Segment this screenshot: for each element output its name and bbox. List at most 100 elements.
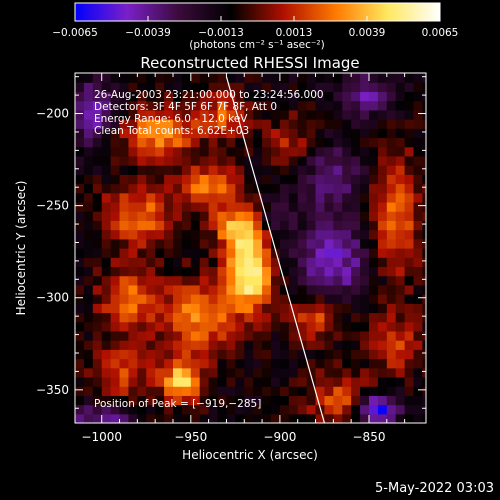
heatmap-cell: [110, 386, 121, 396]
heatmap-cell: [297, 82, 308, 93]
heatmap-cell: [413, 275, 424, 286]
heatmap-cell: [306, 91, 317, 102]
heatmap-cell: [75, 413, 85, 423]
heatmap-cell: [253, 275, 263, 286]
heatmap-cell: [297, 201, 308, 212]
heatmap-cell: [146, 220, 156, 231]
heatmap-cell: [110, 275, 121, 286]
heatmap-cell: [368, 192, 379, 203]
heatmap-cell: [422, 367, 426, 378]
heatmap-cell: [110, 330, 121, 341]
heatmap-cell: [208, 220, 219, 231]
heatmap-cell: [190, 174, 201, 185]
heatmap-cell: [172, 294, 183, 304]
heatmap-cell: [101, 192, 112, 203]
heatmap-cell: [377, 119, 388, 129]
heatmap-cell: [404, 137, 415, 148]
heatmap-cell: [315, 330, 326, 341]
heatmap-cell: [83, 266, 94, 277]
heatmap-cell: [395, 201, 406, 212]
heatmap-cell: [235, 229, 245, 240]
heatmap-cell: [75, 275, 85, 286]
heatmap-cell: [172, 201, 183, 212]
heatmap-cell: [351, 284, 361, 295]
heatmap-cell: [92, 413, 103, 423]
heatmap-cell: [270, 146, 281, 157]
heatmap-cell: [146, 321, 156, 332]
heatmap-cell: [155, 73, 165, 83]
heatmap-cell: [288, 303, 299, 314]
heatmap-cell: [128, 128, 138, 139]
heatmap-cell: [128, 303, 138, 314]
heatmap-cell: [226, 119, 236, 129]
heatmap-cell: [199, 386, 210, 396]
heatmap-cell: [110, 183, 121, 194]
heatmap-cell: [208, 284, 219, 295]
heatmap-cell: [377, 201, 388, 212]
heatmap-cell: [190, 220, 201, 231]
heatmap-cell: [279, 340, 290, 350]
heatmap-cell: [270, 192, 281, 203]
heatmap-cell: [324, 128, 334, 139]
heatmap-cell: [101, 211, 112, 221]
heatmap-cell: [181, 312, 192, 323]
heatmap-cell: [226, 321, 236, 332]
heatmap-cell: [288, 192, 299, 203]
heatmap-cell: [351, 183, 361, 194]
heatmap-cell: [351, 376, 361, 387]
heatmap-cell: [404, 82, 415, 93]
heatmap-cell: [119, 165, 130, 175]
heatmap-cell: [217, 128, 228, 139]
heatmap-cell: [83, 248, 94, 258]
heatmap-cell: [226, 376, 236, 387]
heatmap-cell: [386, 146, 397, 157]
heatmap-cell: [279, 248, 290, 258]
heatmap-cell: [110, 155, 121, 166]
heatmap-cell: [75, 404, 85, 415]
heatmap-cell: [208, 404, 219, 415]
heatmap-cell: [262, 395, 272, 406]
annotation-detectors: Detectors: 3F 4F 5F 6F 7F 8F, Att 0: [94, 101, 277, 113]
heatmap-cell: [146, 192, 156, 203]
heatmap-cell: [235, 257, 245, 268]
heatmap-cell: [217, 82, 228, 93]
heatmap-cell: [226, 82, 236, 93]
heatmap-cell: [395, 257, 406, 268]
heatmap-cell: [360, 109, 370, 120]
heatmap-cell: [279, 137, 290, 148]
heatmap-cell: [360, 358, 370, 369]
heatmap-cell: [413, 183, 424, 194]
heatmap-cell: [342, 404, 352, 415]
heatmap-cell: [368, 358, 379, 369]
heatmap-cell: [422, 192, 426, 203]
heatmap-cell: [226, 266, 236, 277]
heatmap-cell: [164, 192, 174, 203]
heatmap-cell: [119, 349, 130, 360]
heatmap-cell: [190, 257, 201, 268]
heatmap-cell: [395, 146, 406, 157]
heatmap-cell: [333, 91, 343, 102]
heatmap-cell: [181, 220, 192, 231]
heatmap-cell: [235, 192, 245, 203]
heatmap-cell: [101, 174, 112, 185]
heatmap-cell: [172, 257, 183, 268]
heatmap-cell: [422, 266, 426, 277]
heatmap-cell: [368, 395, 379, 406]
heatmap-cell: [270, 312, 281, 323]
heatmap-cell: [279, 91, 290, 102]
heatmap-cell: [235, 367, 245, 378]
heatmap-cell: [128, 220, 138, 231]
heatmap-cell: [386, 211, 397, 221]
heatmap-cell: [253, 413, 263, 423]
heatmap-cell: [244, 91, 254, 102]
heatmap-cell: [315, 155, 326, 166]
heatmap-cell: [226, 155, 236, 166]
heatmap-cell: [128, 165, 138, 175]
heatmap-cell: [324, 73, 334, 83]
heatmap-cell: [217, 413, 228, 423]
heatmap-cell: [244, 211, 254, 221]
heatmap-cell: [262, 284, 272, 295]
heatmap-cell: [377, 183, 388, 194]
heatmap-cell: [155, 183, 165, 194]
heatmap-cell: [155, 146, 165, 157]
